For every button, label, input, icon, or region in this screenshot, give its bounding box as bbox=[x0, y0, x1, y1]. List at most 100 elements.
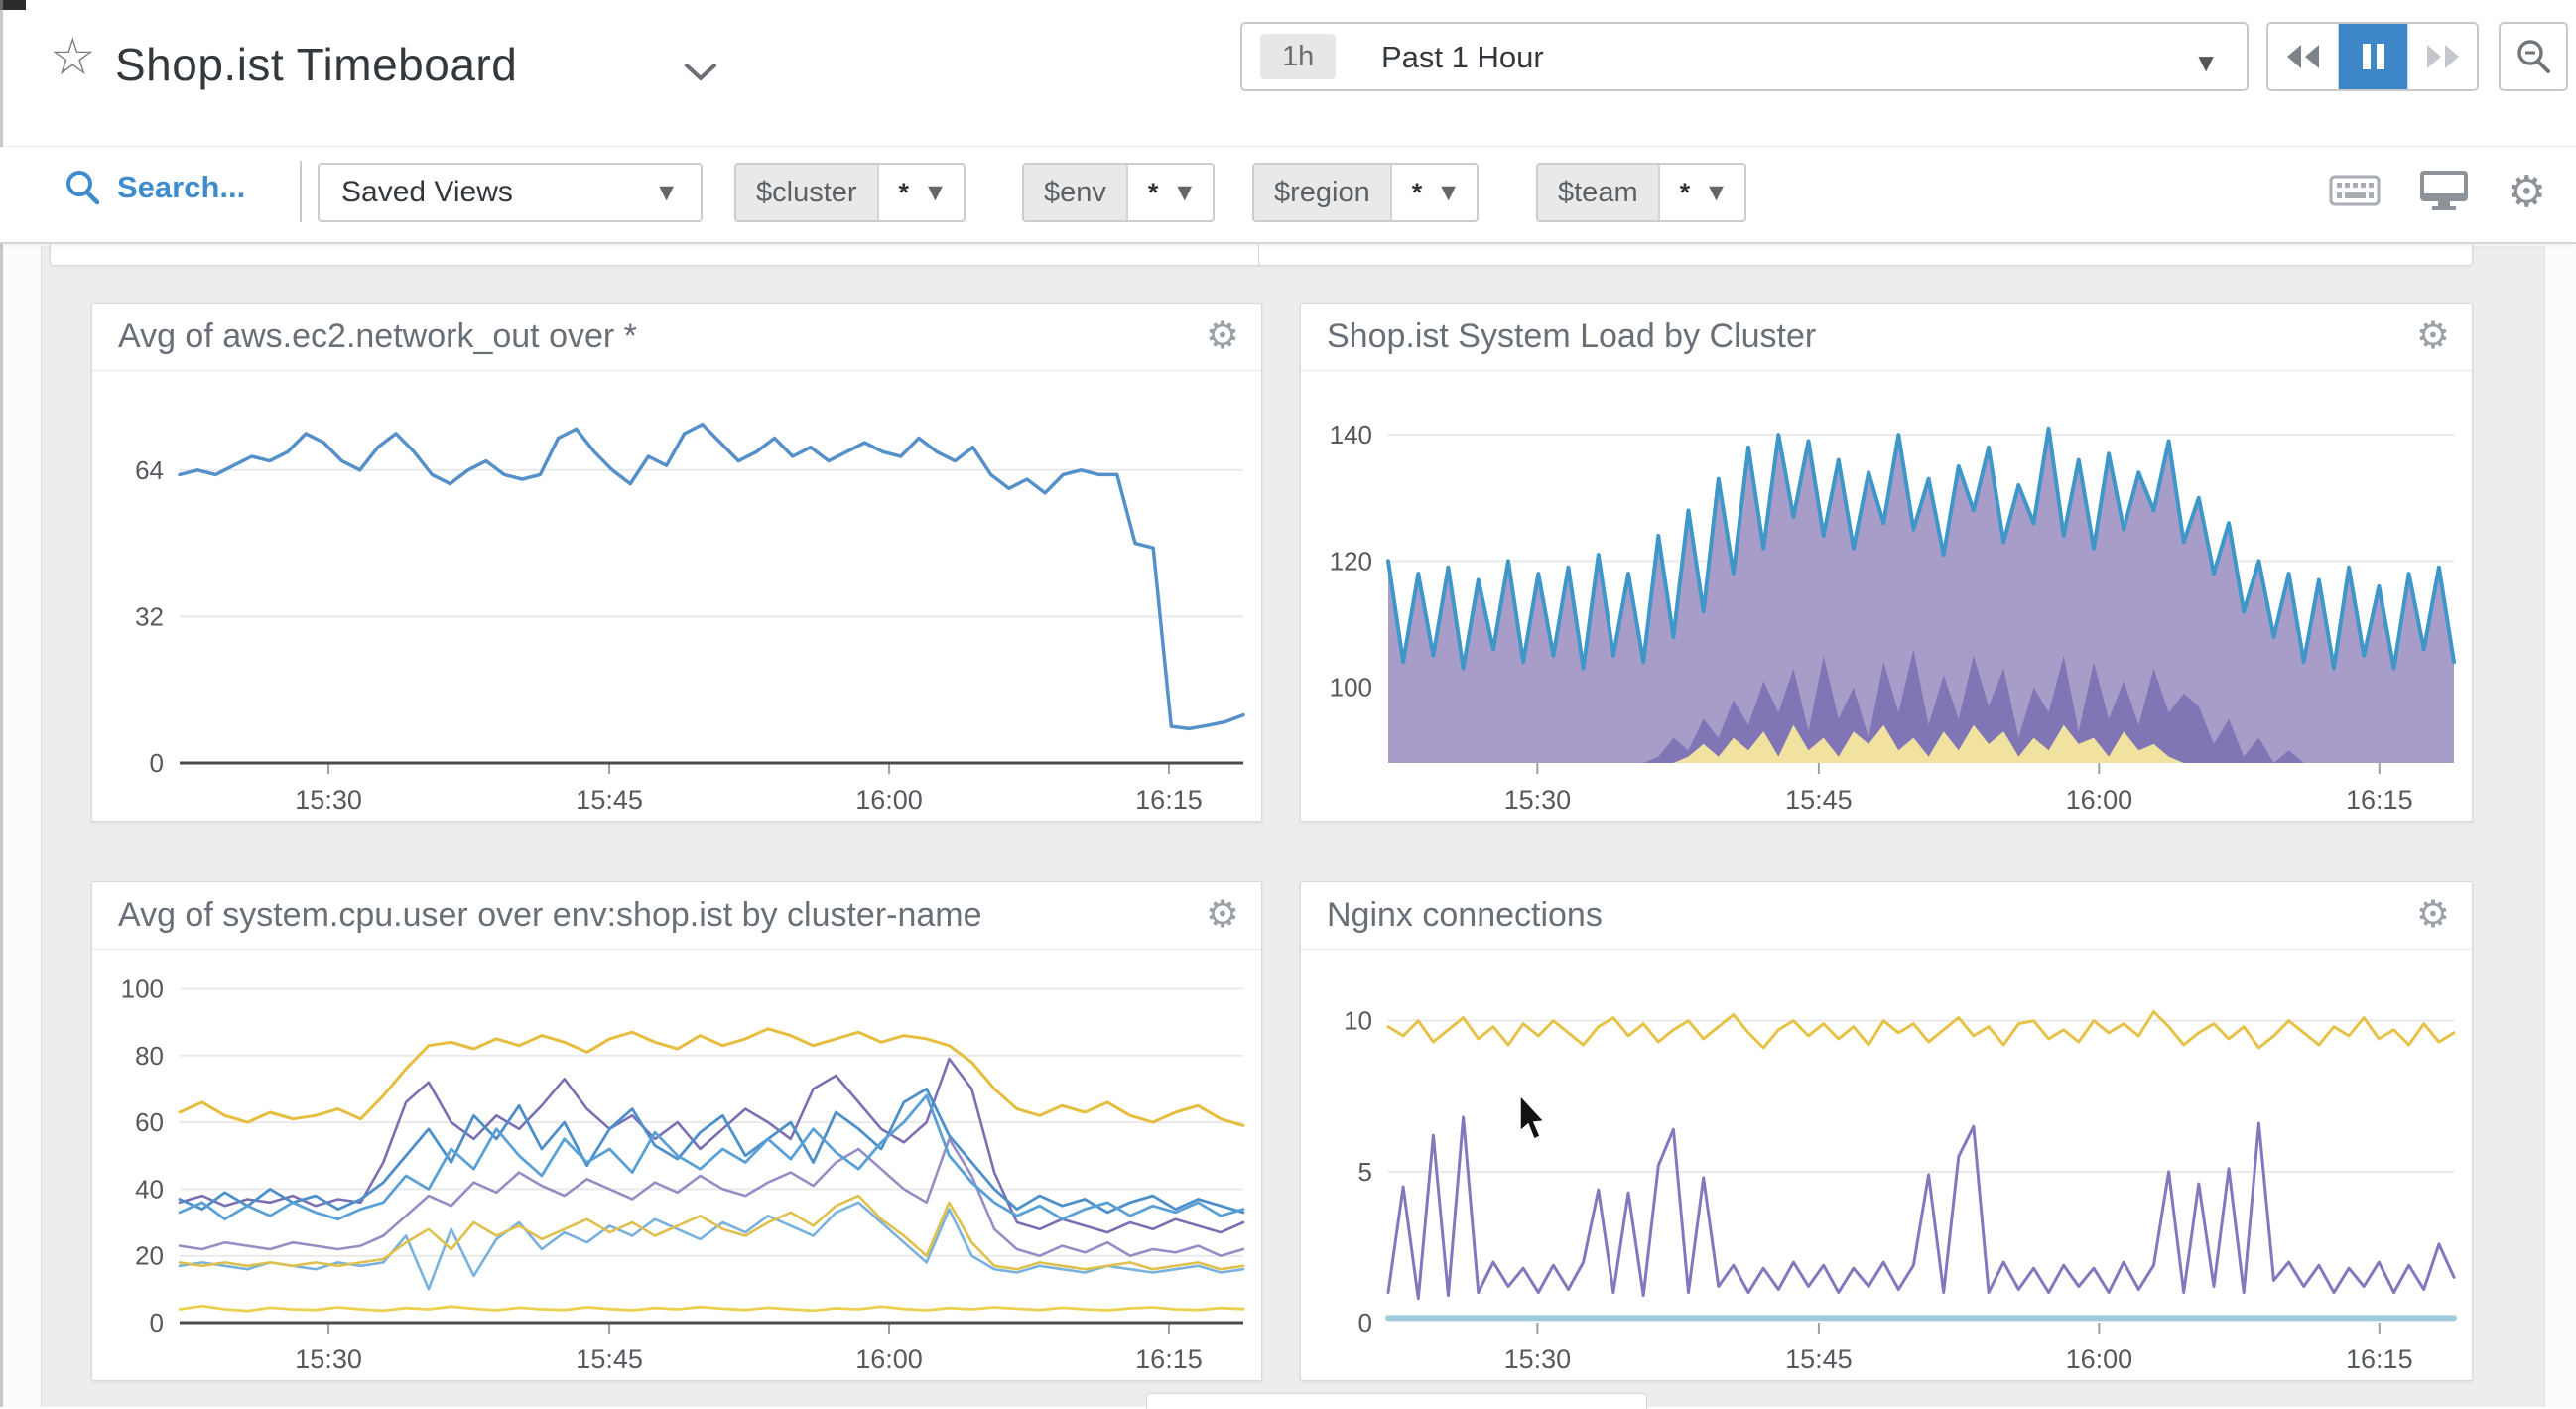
panel-header[interactable]: Nginx connections ⚙ bbox=[1301, 882, 2472, 950]
svg-text:16:15: 16:15 bbox=[1135, 1345, 1203, 1374]
keyboard-shortcuts-icon[interactable] bbox=[2329, 173, 2381, 213]
variable-caret-icon: ▼ bbox=[923, 178, 948, 206]
variable-value: * bbox=[1411, 177, 1423, 207]
svg-text:16:00: 16:00 bbox=[855, 1345, 923, 1374]
variable-value: * bbox=[898, 177, 910, 207]
variable-name: $region bbox=[1254, 165, 1392, 220]
svg-text:16:00: 16:00 bbox=[855, 785, 923, 815]
chart-canvas-nginx[interactable]: 0 5 10 15:30 15:45 16:00 16:15 bbox=[1301, 950, 2472, 1380]
svg-text:0: 0 bbox=[1358, 1308, 1372, 1338]
svg-text:60: 60 bbox=[135, 1107, 164, 1137]
time-range-label: Past 1 Hour bbox=[1381, 40, 1544, 74]
svg-text:100: 100 bbox=[1330, 673, 1372, 703]
variable-caret-icon: ▼ bbox=[1436, 178, 1462, 206]
title-chevron-down-icon[interactable] bbox=[683, 62, 718, 88]
graph-panel-nginx-connections: Nginx connections ⚙ 0 5 10 15:30 15:45 16:00 1… bbox=[1300, 881, 2473, 1381]
svg-text:5: 5 bbox=[1358, 1157, 1372, 1187]
panel-title: Avg of aws.ec2.network_out over * bbox=[118, 318, 637, 355]
fullscreen-tv-icon[interactable] bbox=[2418, 170, 2470, 216]
svg-text:15:45: 15:45 bbox=[1785, 1345, 1853, 1374]
screen-corner-artifact bbox=[0, 0, 26, 10]
settings-gear-icon[interactable]: ⚙ bbox=[2507, 168, 2546, 216]
graph-panel-system-load: Shop.ist System Load by Cluster ⚙ 100 120… bbox=[1300, 303, 2473, 822]
svg-text:32: 32 bbox=[135, 601, 164, 631]
chart-canvas-network-out[interactable]: 0 32 64 15:30 15:45 16:00 16:15 bbox=[92, 371, 1261, 821]
panel-below-stub bbox=[1146, 1393, 1647, 1409]
svg-text:15:30: 15:30 bbox=[1504, 1345, 1572, 1374]
rewind-button[interactable] bbox=[2268, 24, 2338, 89]
panel-gear-icon[interactable]: ⚙ bbox=[1205, 894, 1239, 936]
svg-text:0: 0 bbox=[150, 748, 164, 778]
panel-header[interactable]: Avg of system.cpu.user over env:shop.ist… bbox=[92, 882, 1261, 950]
panel-gear-icon[interactable]: ⚙ bbox=[2415, 894, 2450, 936]
fast-forward-button[interactable] bbox=[2407, 24, 2477, 89]
svg-text:40: 40 bbox=[135, 1174, 164, 1204]
favorite-star-icon[interactable]: ☆ bbox=[50, 29, 96, 86]
panel-gear-icon[interactable]: ⚙ bbox=[2415, 316, 2450, 357]
panel-title: Avg of system.cpu.user over env:shop.ist… bbox=[118, 896, 982, 934]
svg-text:20: 20 bbox=[135, 1241, 164, 1271]
panel-header[interactable]: Avg of aws.ec2.network_out over * ⚙ bbox=[92, 304, 1261, 371]
variable-name: $team bbox=[1538, 165, 1660, 220]
svg-text:120: 120 bbox=[1330, 546, 1372, 576]
variable-caret-icon: ▼ bbox=[1704, 178, 1729, 206]
svg-text:15:45: 15:45 bbox=[1785, 785, 1853, 815]
panel-gear-icon[interactable]: ⚙ bbox=[1205, 316, 1239, 357]
variable-caret-icon: ▼ bbox=[1172, 178, 1198, 206]
svg-text:64: 64 bbox=[135, 455, 164, 485]
panel-header[interactable]: Shop.ist System Load by Cluster ⚙ bbox=[1301, 304, 2472, 371]
zoom-out-button[interactable] bbox=[2499, 22, 2568, 91]
panel-above-left-stub bbox=[50, 244, 1262, 266]
time-range-badge: 1h bbox=[1260, 34, 1337, 79]
svg-text:15:45: 15:45 bbox=[576, 785, 643, 815]
screen-left-edge-line bbox=[0, 0, 3, 1407]
pause-button[interactable] bbox=[2338, 24, 2407, 89]
svg-text:100: 100 bbox=[121, 973, 164, 1003]
left-gutter bbox=[0, 246, 42, 1407]
saved-views-caret-icon: ▼ bbox=[654, 178, 679, 206]
svg-text:80: 80 bbox=[135, 1041, 164, 1071]
variable-value: * bbox=[1147, 177, 1159, 207]
graph-panel-cpu-user: Avg of system.cpu.user over env:shop.ist… bbox=[91, 881, 1262, 1381]
svg-text:16:15: 16:15 bbox=[1135, 785, 1203, 815]
svg-text:15:30: 15:30 bbox=[295, 1345, 362, 1374]
time-range-selector[interactable]: 1h Past 1 Hour ▼ bbox=[1240, 22, 2249, 91]
saved-views-dropdown[interactable]: Saved Views ▼ bbox=[318, 163, 703, 222]
time-navigation-group bbox=[2266, 22, 2479, 91]
template-variable-team[interactable]: $team * ▼ bbox=[1536, 163, 1746, 222]
svg-text:16:15: 16:15 bbox=[2346, 785, 2413, 815]
template-variable-cluster[interactable]: $cluster * ▼ bbox=[734, 163, 966, 222]
search-control[interactable]: Search... bbox=[64, 169, 245, 206]
saved-views-label: Saved Views bbox=[341, 176, 513, 208]
search-placeholder: Search... bbox=[117, 170, 246, 204]
toolbar-right-icons: ⚙ bbox=[2329, 163, 2546, 222]
search-icon bbox=[66, 171, 100, 205]
dashboard-canvas: Avg of aws.ec2.network_out over * ⚙ 0 32 6… bbox=[0, 244, 2576, 1409]
template-variable-env[interactable]: $env * ▼ bbox=[1022, 163, 1216, 222]
right-gutter bbox=[2544, 246, 2576, 1407]
svg-text:16:15: 16:15 bbox=[2346, 1345, 2413, 1374]
variable-name: $env bbox=[1024, 165, 1128, 220]
svg-text:140: 140 bbox=[1330, 420, 1372, 449]
svg-text:15:30: 15:30 bbox=[295, 785, 362, 815]
panel-title: Nginx connections bbox=[1327, 896, 1603, 934]
svg-text:16:00: 16:00 bbox=[2066, 1345, 2133, 1374]
header-bar: ☆ Shop.ist Timeboard 1h Past 1 Hour ▼ bbox=[0, 0, 2576, 147]
svg-text:10: 10 bbox=[1344, 1006, 1372, 1036]
template-variable-region[interactable]: $region * ▼ bbox=[1252, 163, 1480, 222]
chart-canvas-cpu-user[interactable]: 0 20 40 60 80 100 15:30 15:45 16:00 16:15 bbox=[92, 950, 1261, 1380]
chart-canvas-system-load[interactable]: 100 120 140 15:30 15:45 16:00 16:15 bbox=[1301, 371, 2472, 821]
panel-above-right-stub bbox=[1258, 244, 2473, 266]
time-range-caret-icon: ▼ bbox=[2193, 48, 2219, 77]
svg-text:15:45: 15:45 bbox=[576, 1345, 643, 1374]
svg-text:0: 0 bbox=[150, 1308, 164, 1338]
variable-value: * bbox=[1679, 177, 1691, 207]
variable-name: $cluster bbox=[736, 165, 879, 220]
toolbar-divider bbox=[300, 161, 302, 222]
svg-text:15:30: 15:30 bbox=[1504, 785, 1572, 815]
svg-text:16:00: 16:00 bbox=[2066, 785, 2133, 815]
magnifier-minus-icon bbox=[2517, 40, 2550, 73]
dashboard-toolbar: Search... Saved Views ▼ $cluster * ▼ $en… bbox=[0, 147, 2576, 244]
dashboard-title: Shop.ist Timeboard bbox=[115, 39, 518, 90]
graph-panel-network-out: Avg of aws.ec2.network_out over * ⚙ 0 32 6… bbox=[91, 303, 1262, 822]
